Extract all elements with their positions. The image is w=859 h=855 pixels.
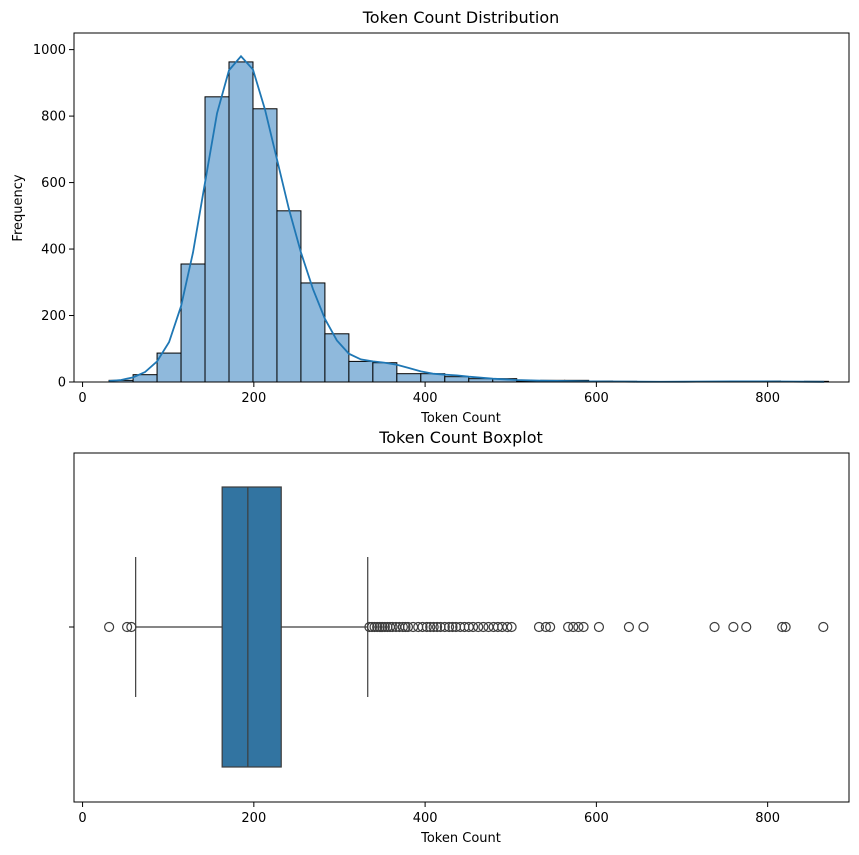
histogram-bars: [108, 61, 829, 383]
histogram-y-tick-label: 400: [41, 243, 66, 258]
boxplot-outlier: [540, 621, 551, 633]
histogram-x-axis-label: Token Count: [420, 411, 501, 426]
histogram-bar: [300, 282, 326, 383]
boxplot-outlier: [364, 621, 375, 633]
boxplot-outliers: [104, 621, 829, 633]
boxplot-outlier: [369, 621, 380, 633]
boxplot-x-tick-label: 0: [78, 811, 86, 826]
boxplot-outlier: [121, 621, 133, 633]
boxplot-outlier: [439, 621, 450, 633]
boxplot-outlier: [431, 621, 443, 633]
boxplot-outlier: [379, 621, 390, 633]
histogram-x-tick-label: 600: [584, 391, 609, 406]
histogram-x-tick-label: 200: [241, 391, 266, 406]
histogram-bar: [252, 108, 278, 383]
boxplot-outlier: [447, 621, 458, 633]
histogram-bar: [444, 376, 470, 383]
boxplot-outlier: [374, 621, 385, 633]
boxplot-x-tick-label: 600: [584, 811, 609, 826]
boxplot-x-axis-label: Token Count: [420, 831, 501, 846]
boxplot-outlier: [428, 621, 439, 633]
boxplot-outlier: [402, 621, 414, 633]
histogram-plot-frame: [73, 32, 850, 383]
boxplot-outlier: [623, 621, 635, 633]
boxplot-outlier: [568, 621, 579, 633]
boxplot-outlier: [533, 621, 545, 633]
boxplot-outlier: [502, 621, 513, 633]
boxplot-outlier: [443, 621, 455, 633]
boxplot-outlier: [573, 621, 584, 633]
histogram-bar: [204, 96, 230, 383]
boxplot-outlier: [421, 621, 432, 633]
histogram-bar: [228, 61, 254, 383]
histogram-y-tick-label: 1000: [33, 43, 66, 58]
boxplot-outlier: [777, 621, 788, 633]
boxplot-x-tick-label: 400: [413, 811, 438, 826]
boxplot-x-ticks: 0 200 400 600 800: [78, 802, 780, 826]
histogram-y-ticks: 0 200 400 600 800 1000: [33, 43, 74, 391]
boxplot-outlier: [467, 621, 479, 633]
boxplot-outlier: [366, 621, 378, 633]
boxplot-title: Token Count Boxplot: [378, 428, 543, 447]
histogram-x-ticks: 0 200 400 600 800: [78, 382, 780, 406]
histogram-bar: [348, 360, 374, 383]
histogram-bar: [372, 362, 398, 383]
boxplot-outlier: [709, 621, 720, 633]
boxplot-outlier: [397, 621, 408, 633]
histogram-y-tick-label: 600: [41, 176, 66, 191]
boxplot-outlier: [425, 621, 436, 633]
boxplot-outlier: [126, 621, 137, 633]
boxplot-outlier: [473, 621, 484, 633]
histogram-x-tick-label: 0: [78, 391, 86, 406]
histogram-bar: [156, 352, 182, 383]
boxplot-outlier: [593, 621, 605, 633]
boxplot-outlier: [387, 621, 398, 633]
histogram-y-tick-label: 800: [41, 110, 66, 125]
boxplot-outlier: [478, 621, 489, 633]
boxplot-outlier: [483, 621, 494, 633]
boxplot-x-tick-label: 200: [241, 811, 266, 826]
boxplot-outlier: [400, 621, 411, 633]
boxplot-outlier: [545, 621, 556, 633]
boxplot-outlier: [377, 621, 388, 633]
histogram-x-tick-label: 800: [755, 391, 780, 406]
boxplot-outlier: [638, 621, 649, 633]
boxplot-outlier: [372, 621, 383, 633]
histogram-x-tick-label: 400: [413, 391, 438, 406]
histogram-chart: Token Count Distribution 0 200 400 600 800 0…: [11, 8, 850, 426]
histogram-y-tick-label: 200: [41, 309, 66, 324]
boxplot-chart: Token Count Boxplot 0 200 400 600 800 Token …: [69, 428, 850, 846]
boxplot-outlier: [563, 621, 574, 633]
histogram-y-tick-label: 0: [58, 376, 66, 391]
boxplot-outlier: [728, 621, 739, 633]
boxplot-outlier: [506, 621, 517, 633]
boxplot-outlier: [818, 621, 829, 633]
histogram-bar: [180, 263, 206, 383]
boxplot-box: [221, 486, 282, 768]
boxplot-outlier: [104, 621, 115, 633]
histogram-bar: [396, 373, 422, 383]
boxplot-outlier: [780, 621, 791, 633]
histogram-title: Token Count Distribution: [362, 8, 560, 27]
histogram-y-axis-label: Frequency: [11, 174, 26, 241]
boxplot-x-tick-label: 800: [755, 811, 780, 826]
boxplot-outlier: [417, 621, 428, 633]
boxplot-outlier: [741, 621, 752, 633]
boxplot-outlier: [578, 621, 589, 633]
